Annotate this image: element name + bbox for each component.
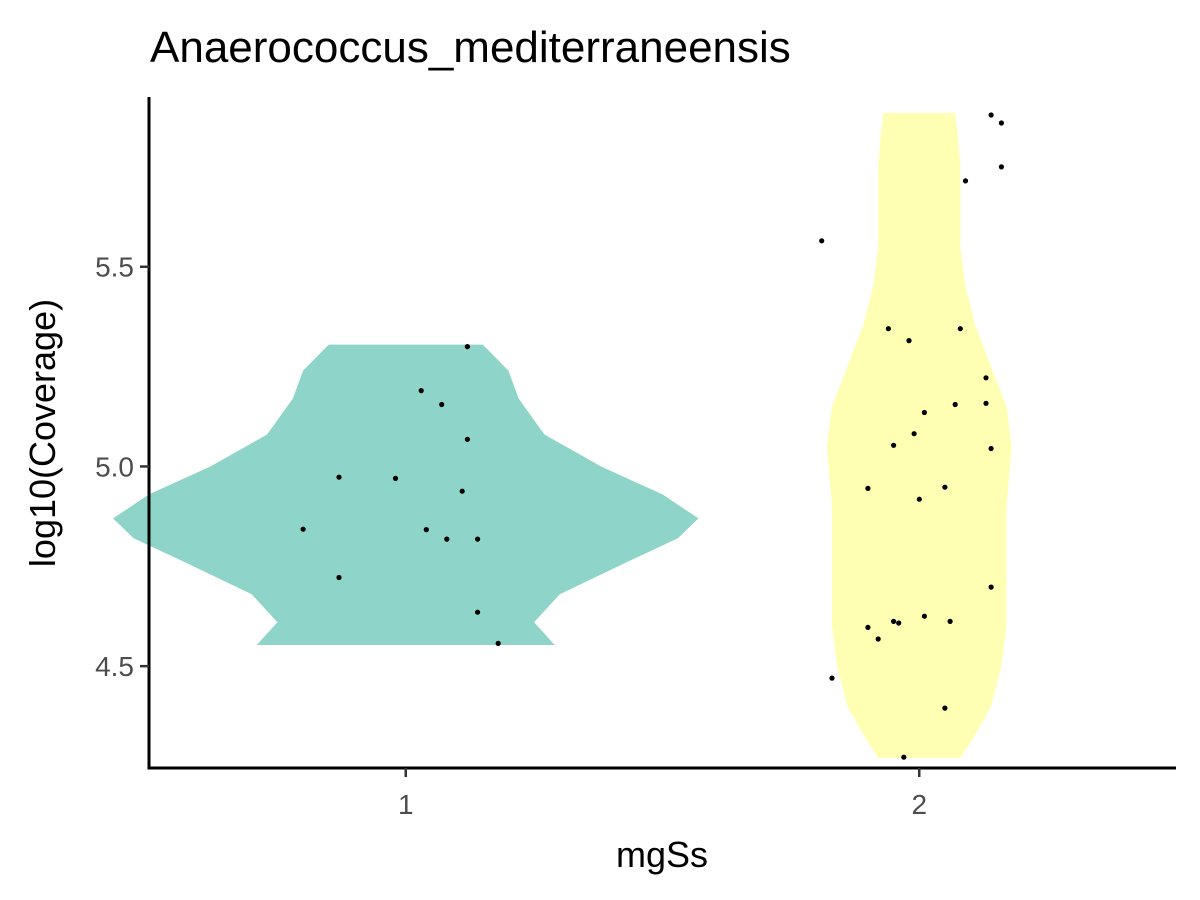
data-point-2-14 [921,409,928,416]
y-tick-label: 5.5 [95,252,134,283]
data-point-2-2 [829,675,835,681]
data-point-1-11 [464,344,470,350]
data-point-2-22 [983,400,989,406]
violin-1 [113,344,699,645]
data-point-2-8 [891,442,897,448]
data-point-1-12 [475,536,481,542]
data-point-2-25 [988,584,994,590]
y-tick-label: 4.5 [95,651,134,682]
data-point-2-18 [947,618,953,625]
violin-layer [113,113,1012,758]
data-point-2-21 [962,178,969,184]
data-point-2-5 [875,636,881,642]
data-point-2-10 [901,754,907,760]
data-point-2-23 [983,375,989,381]
data-point-2-12 [911,431,917,437]
x-tick-label: 1 [398,789,414,820]
data-point-1-7 [439,401,445,408]
data-point-1-13 [475,609,481,615]
data-point-1-14 [495,640,501,647]
data-point-2-26 [988,112,994,118]
data-point-2-19 [952,401,958,408]
point-layer [300,112,1005,760]
data-point-2-15 [921,613,928,619]
data-point-1-1 [300,526,306,532]
data-point-2-16 [942,484,948,490]
data-point-2-1 [819,238,825,244]
data-point-2-24 [988,445,994,452]
data-point-2-4 [865,624,871,631]
data-point-1-10 [464,436,470,442]
data-point-1-8 [444,536,450,542]
x-axis-title: mgSs [616,834,708,875]
data-point-1-2 [336,474,342,480]
y-axis-title: log10(Coverage) [22,299,63,567]
data-point-2-27 [998,120,1005,126]
x-tick-label: 2 [911,789,927,820]
violin-2 [826,113,1012,758]
data-point-2-9 [896,620,902,626]
chart-title: Anaerococcus_mediterraneensis [150,23,791,72]
data-point-2-20 [957,326,963,332]
data-point-2-13 [916,496,922,502]
data-point-1-5 [418,388,424,394]
data-point-2-7 [891,618,897,625]
data-point-2-6 [885,326,892,332]
data-point-2-17 [942,705,948,711]
data-point-2-11 [906,338,912,344]
y-tick-label: 5.0 [95,451,134,482]
data-point-1-6 [423,527,429,533]
data-point-2-3 [865,485,871,491]
data-point-1-4 [392,475,399,481]
data-point-1-9 [459,488,465,494]
data-point-2-28 [998,164,1005,170]
data-point-1-3 [336,574,342,581]
y-axis-ticks: 4.5 5.0 5.5 [95,252,149,682]
